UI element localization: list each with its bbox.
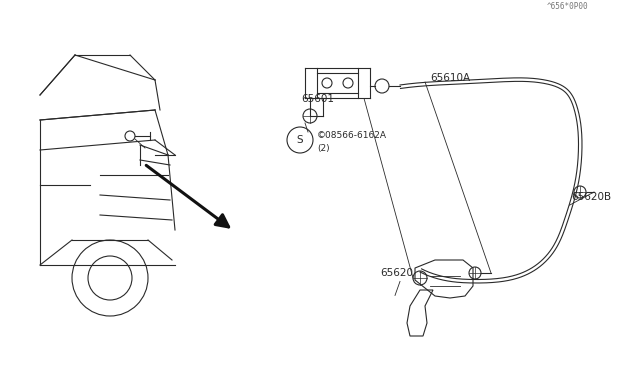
Text: 65620: 65620 [380, 269, 413, 278]
Text: ©08566-6162A: ©08566-6162A [317, 131, 387, 141]
Text: (2): (2) [317, 144, 330, 154]
Text: ^656*0P00: ^656*0P00 [547, 2, 589, 11]
Text: 65601: 65601 [301, 94, 334, 103]
Text: 65620B: 65620B [572, 192, 612, 202]
Text: S: S [297, 135, 303, 145]
Text: 65610A: 65610A [430, 73, 470, 83]
